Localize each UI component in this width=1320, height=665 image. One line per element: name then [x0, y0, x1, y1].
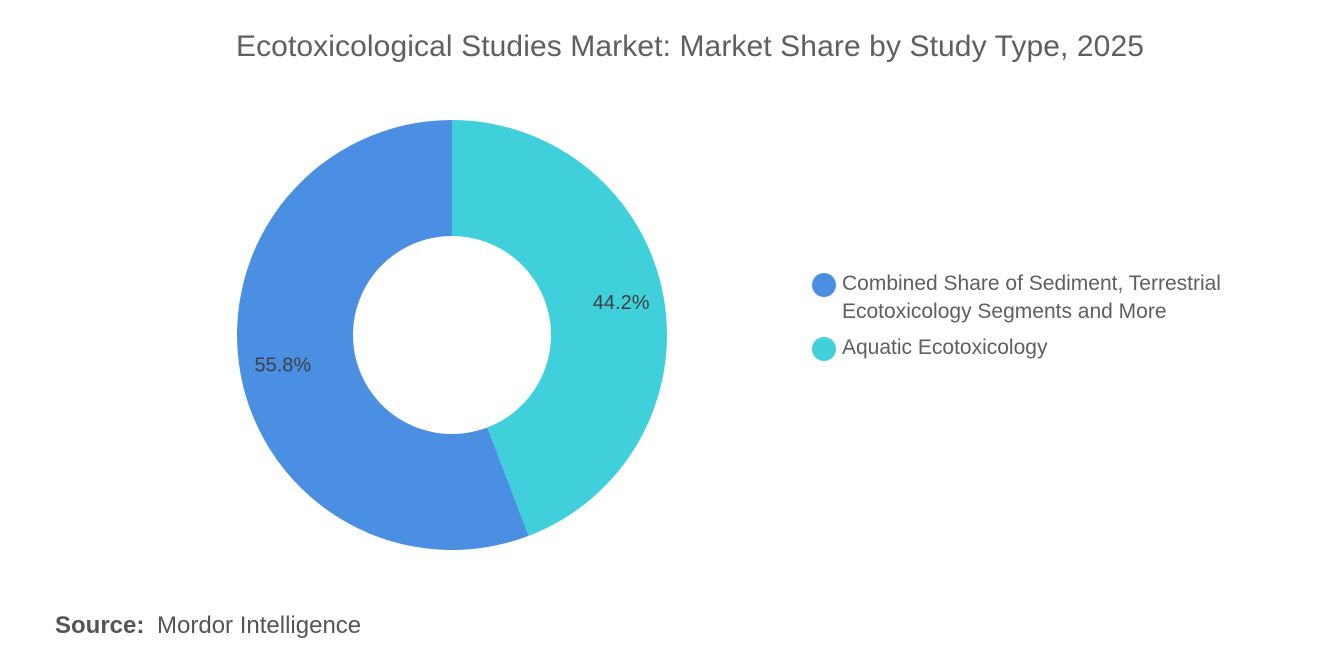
donut-slice-combined-share: [237, 120, 529, 550]
slice-label-combined-share: 55.8%: [254, 354, 311, 376]
source-value: Mordor Intelligence: [157, 612, 362, 639]
source-label: Source:: [55, 612, 145, 639]
donut-slice-aquatic: [452, 120, 667, 536]
legend-item-aquatic: Aquatic Ecotoxicology: [812, 334, 1312, 362]
chart-legend: Combined Share of Sediment, Terrestrial …: [812, 270, 1312, 370]
legend-swatch-combined-share: [812, 273, 836, 297]
chart-title: Ecotoxicological Studies Market: Market …: [235, 30, 1145, 63]
legend-swatch-aquatic: [812, 337, 836, 361]
legend-item-combined-share: Combined Share of Sediment, Terrestrial …: [812, 270, 1312, 326]
source-note: Source: Mordor Intelligence: [55, 612, 361, 640]
legend-label-aquatic: Aquatic Ecotoxicology: [842, 336, 1048, 359]
slice-label-aquatic: 44.2%: [593, 292, 650, 314]
legend-label-combined-share: Combined Share of Sediment, Terrestrial …: [842, 272, 1221, 323]
